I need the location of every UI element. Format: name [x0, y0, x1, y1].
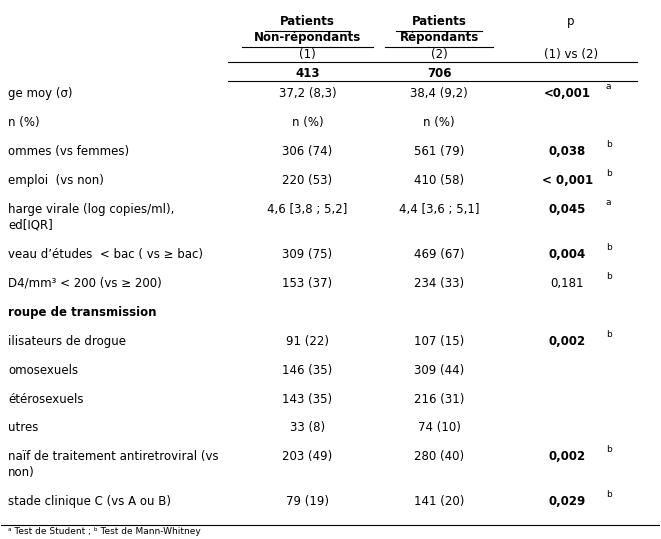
Text: n (%): n (%) [423, 116, 455, 129]
Text: 309 (44): 309 (44) [414, 364, 464, 377]
Text: non): non) [8, 466, 35, 480]
Text: 203 (49): 203 (49) [282, 451, 332, 464]
Text: 0,002: 0,002 [549, 335, 586, 348]
Text: 234 (33): 234 (33) [414, 277, 464, 290]
Text: D4/mm³ < 200 (vs ≥ 200): D4/mm³ < 200 (vs ≥ 200) [8, 277, 162, 290]
Text: emploi  (vs non): emploi (vs non) [8, 174, 104, 187]
Text: (1): (1) [299, 49, 316, 61]
Text: p: p [567, 15, 574, 28]
Text: (2): (2) [431, 49, 447, 61]
Text: <0,001: <0,001 [544, 87, 591, 100]
Text: b: b [605, 140, 611, 149]
Text: ᵃ Test de Student ; ᵇ Test de Mann-Whitney: ᵃ Test de Student ; ᵇ Test de Mann-Whitn… [8, 527, 201, 536]
Text: a: a [605, 198, 611, 207]
Text: 0,004: 0,004 [549, 248, 586, 261]
Text: 0,002: 0,002 [549, 451, 586, 464]
Text: ilisateurs de drogue: ilisateurs de drogue [8, 335, 126, 348]
Text: 280 (40): 280 (40) [414, 451, 464, 464]
Text: naïf de traitement antiretroviral (vs: naïf de traitement antiretroviral (vs [8, 451, 219, 464]
Text: 309 (75): 309 (75) [282, 248, 332, 261]
Text: étérosexuels: étérosexuels [8, 392, 83, 405]
Text: 469 (67): 469 (67) [414, 248, 465, 261]
Text: harge virale (log copies/ml),: harge virale (log copies/ml), [8, 203, 175, 216]
Text: 306 (74): 306 (74) [282, 145, 332, 158]
Text: < 0,001: < 0,001 [542, 174, 593, 187]
Text: b: b [605, 272, 611, 281]
Text: 0,181: 0,181 [551, 277, 584, 290]
Text: 220 (53): 220 (53) [282, 174, 332, 187]
Text: 143 (35): 143 (35) [282, 392, 332, 405]
Text: 0,029: 0,029 [549, 495, 586, 508]
Text: omosexuels: omosexuels [8, 364, 78, 377]
Text: stade clinique C (vs A ou B): stade clinique C (vs A ou B) [8, 495, 171, 508]
Text: Répondants: Répondants [399, 31, 479, 44]
Text: n (%): n (%) [8, 116, 40, 129]
Text: 410 (58): 410 (58) [414, 174, 464, 187]
Text: 153 (37): 153 (37) [282, 277, 332, 290]
Text: 91 (22): 91 (22) [286, 335, 329, 348]
Text: 561 (79): 561 (79) [414, 145, 464, 158]
Text: b: b [605, 445, 611, 454]
Text: 216 (31): 216 (31) [414, 392, 464, 405]
Text: ed[IQR]: ed[IQR] [8, 219, 53, 232]
Text: 4,6 [3,8 ; 5,2]: 4,6 [3,8 ; 5,2] [267, 203, 348, 216]
Text: a: a [605, 82, 611, 91]
Text: Patients: Patients [280, 15, 335, 28]
Text: 4,4 [3,6 ; 5,1]: 4,4 [3,6 ; 5,1] [399, 203, 479, 216]
Text: utres: utres [8, 421, 38, 434]
Text: 706: 706 [427, 67, 451, 80]
Text: 38,4 (9,2): 38,4 (9,2) [410, 87, 468, 100]
Text: 33 (8): 33 (8) [290, 421, 325, 434]
Text: Non-répondants: Non-répondants [254, 31, 361, 44]
Text: 146 (35): 146 (35) [282, 364, 332, 377]
Text: 79 (19): 79 (19) [286, 495, 329, 508]
Text: 141 (20): 141 (20) [414, 495, 464, 508]
Text: roupe de transmission: roupe de transmission [8, 306, 157, 319]
Text: 0,038: 0,038 [549, 145, 586, 158]
Text: n (%): n (%) [292, 116, 323, 129]
Text: 74 (10): 74 (10) [418, 421, 461, 434]
Text: veau d’études  < bac ( vs ≥ bac): veau d’études < bac ( vs ≥ bac) [8, 248, 203, 261]
Text: b: b [605, 169, 611, 178]
Text: Patients: Patients [412, 15, 467, 28]
Text: 413: 413 [295, 67, 320, 80]
Text: b: b [605, 330, 611, 338]
Text: 107 (15): 107 (15) [414, 335, 464, 348]
Text: b: b [605, 490, 611, 500]
Text: b: b [605, 243, 611, 252]
Text: (1) vs (2): (1) vs (2) [544, 49, 598, 61]
Text: ommes (vs femmes): ommes (vs femmes) [8, 145, 129, 158]
Text: 0,045: 0,045 [549, 203, 586, 216]
Text: ge moy (σ): ge moy (σ) [8, 87, 73, 100]
Text: 37,2 (8,3): 37,2 (8,3) [279, 87, 336, 100]
